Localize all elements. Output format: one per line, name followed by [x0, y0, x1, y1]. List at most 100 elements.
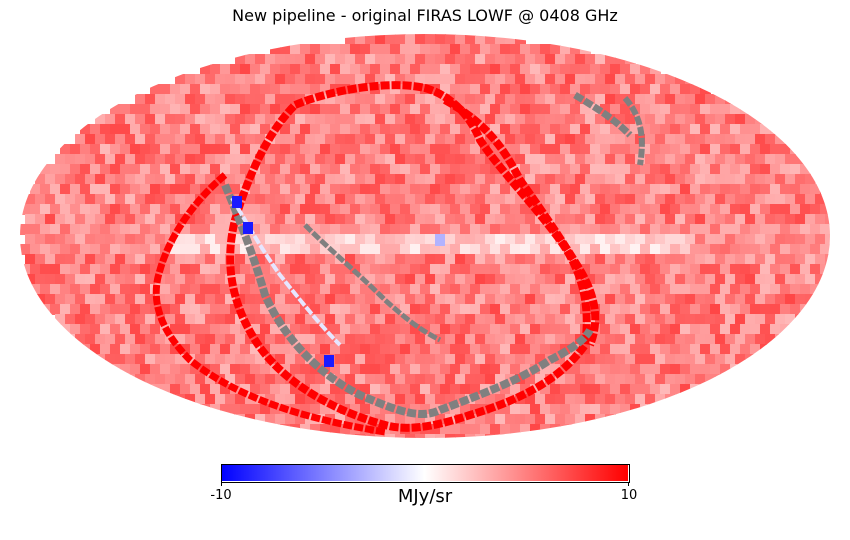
- map-pixel: [500, 244, 511, 255]
- map-pixel: [320, 424, 331, 435]
- map-pixel: [245, 354, 256, 365]
- map-pixel: [540, 364, 551, 375]
- map-pixel: [195, 394, 206, 405]
- map-pixel: [440, 144, 451, 155]
- map-pixel: [500, 264, 511, 275]
- map-pixel: [320, 264, 331, 275]
- sky-map-pixels: [20, 34, 846, 438]
- map-pixel: [435, 274, 446, 285]
- map-pixel: [465, 254, 476, 265]
- map-pixel: [640, 284, 651, 295]
- map-pixel: [720, 284, 731, 295]
- map-pixel: [615, 54, 626, 65]
- map-pixel: [415, 274, 426, 285]
- map-pixel: [190, 164, 201, 175]
- map-pixel: [205, 294, 216, 305]
- map-pixel: [220, 204, 231, 215]
- map-pixel: [410, 324, 421, 335]
- map-pixel: [190, 104, 201, 115]
- map-pixel: [480, 224, 491, 235]
- map-pixel: [770, 284, 781, 295]
- map-pixel: [405, 334, 416, 345]
- map-pixel: [505, 94, 516, 105]
- map-pixel: [775, 274, 786, 285]
- map-pixel: [445, 74, 456, 85]
- map-pixel: [495, 274, 506, 285]
- map-pixel: [445, 294, 456, 305]
- map-pixel: [145, 234, 156, 245]
- map-pixel: [680, 304, 691, 315]
- map-pixel: [135, 234, 146, 245]
- map-pixel: [405, 414, 416, 425]
- map-pixel: [500, 184, 511, 195]
- map-pixel: [135, 254, 146, 265]
- map-pixel: [380, 64, 391, 75]
- map-pixel: [265, 154, 276, 165]
- map-pixel: [395, 194, 406, 205]
- map-pixel: [750, 164, 761, 175]
- map-pixel: [145, 274, 156, 285]
- map-pixel: [415, 414, 426, 425]
- map-pixel: [345, 254, 356, 265]
- map-pixel: [290, 424, 301, 435]
- map-pixel: [485, 174, 496, 185]
- map-pixel: [165, 214, 176, 225]
- map-pixel: [495, 334, 506, 345]
- map-pixel: [665, 254, 676, 265]
- map-pixel: [815, 234, 826, 245]
- map-pixel: [630, 64, 641, 75]
- map-pixel: [455, 314, 466, 325]
- map-pixel: [700, 364, 711, 375]
- map-pixel: [440, 104, 451, 115]
- map-pixel: [830, 224, 841, 235]
- map-pixel: [285, 194, 296, 205]
- map-pixel: [495, 114, 506, 125]
- map-pixel: [360, 104, 371, 115]
- map-pixel: [560, 324, 571, 335]
- map-pixel: [50, 304, 61, 315]
- map-pixel: [315, 154, 326, 165]
- map-pixel: [80, 204, 91, 215]
- map-pixel: [290, 364, 301, 375]
- map-pixel: [485, 394, 496, 405]
- map-pixel: [580, 84, 591, 95]
- map-pixel: [35, 234, 46, 245]
- map-pixel: [55, 174, 66, 185]
- map-pixel: [285, 234, 296, 245]
- map-pixel: [805, 194, 816, 205]
- map-pixel: [410, 204, 421, 215]
- map-pixel: [260, 244, 271, 255]
- map-pixel: [190, 304, 201, 315]
- map-pixel: [565, 394, 576, 405]
- map-pixel: [400, 44, 411, 55]
- map-pixel: [465, 414, 476, 425]
- map-pixel: [470, 364, 481, 375]
- map-pixel: [360, 344, 371, 355]
- map-pixel: [675, 94, 686, 105]
- map-pixel: [400, 304, 411, 315]
- map-pixel: [220, 304, 231, 315]
- map-pixel: [140, 244, 151, 255]
- map-pixel: [710, 104, 721, 115]
- map-pixel: [80, 184, 91, 195]
- map-pixel: [485, 314, 496, 325]
- map-pixel: [475, 254, 486, 265]
- map-pixel: [285, 354, 296, 365]
- map-pixel: [630, 124, 641, 135]
- map-pixel: [130, 264, 141, 275]
- map-pixel: [660, 264, 671, 275]
- map-pixel: [255, 194, 266, 205]
- map-pixel: [315, 214, 326, 225]
- map-pixel: [265, 214, 276, 225]
- map-pixel: [760, 344, 771, 355]
- map-pixel: [410, 384, 421, 395]
- map-pixel: [695, 234, 706, 245]
- map-pixel: [555, 274, 566, 285]
- map-pixel: [20, 244, 31, 255]
- map-pixel: [835, 194, 846, 205]
- map-pixel: [755, 254, 766, 265]
- map-pixel: [770, 244, 781, 255]
- map-pixel: [165, 154, 176, 165]
- map-pixel: [370, 404, 381, 415]
- map-pixel: [415, 374, 426, 385]
